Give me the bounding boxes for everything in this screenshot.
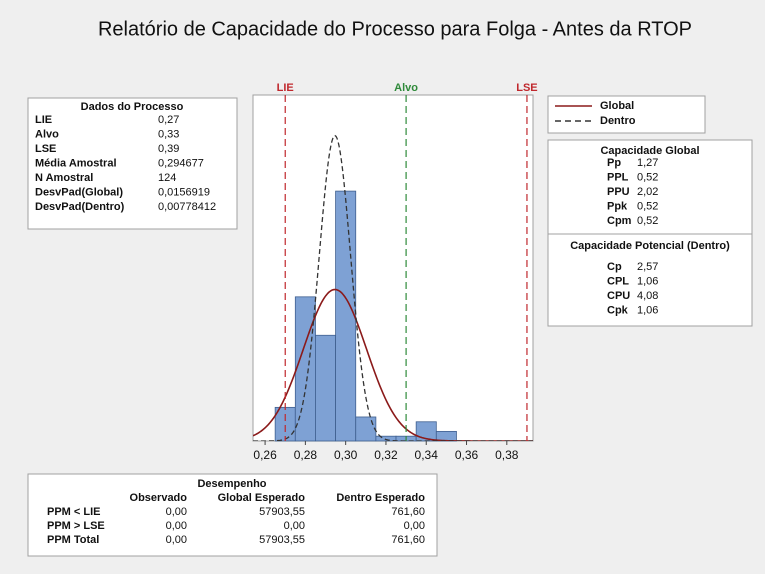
row-value: 0,52 <box>637 215 658 227</box>
panel-title: Desempenho <box>197 478 266 490</box>
row-label: PPL <box>607 171 629 183</box>
row-label: Alvo <box>35 128 59 140</box>
legend-label: Dentro <box>600 115 636 127</box>
row-label: PPM < LIE <box>47 506 101 518</box>
row-value: 761,60 <box>391 534 425 546</box>
row-value: 1,06 <box>637 304 658 316</box>
legend-label: Global <box>600 100 634 112</box>
row-value: 1,27 <box>637 157 658 169</box>
x-tick-label: 0,38 <box>495 448 519 462</box>
row-value: 761,60 <box>391 506 425 518</box>
row-value: 0,00 <box>166 520 187 532</box>
x-tick-label: 0,36 <box>455 448 479 462</box>
row-label: Cpk <box>607 304 629 316</box>
reference-label: Alvo <box>394 82 418 94</box>
panel-title: Capacidade Global <box>600 145 699 157</box>
row-value: 0,00778412 <box>158 201 216 213</box>
bar <box>355 416 377 442</box>
reference-label: LSE <box>516 82 537 94</box>
x-tick-label: 0,26 <box>253 448 277 462</box>
row-label: CPL <box>607 275 629 287</box>
row-value: 0,294677 <box>158 157 204 169</box>
row-label: Ppk <box>607 200 628 212</box>
row-value: 57903,55 <box>259 506 305 518</box>
bar <box>335 190 357 442</box>
row-value: 57903,55 <box>259 534 305 546</box>
row-label: Cp <box>607 261 622 273</box>
performance-box <box>27 473 438 557</box>
x-tick-label: 0,30 <box>334 448 358 462</box>
row-value: 2,02 <box>637 186 658 198</box>
x-tick-label: 0,34 <box>415 448 439 462</box>
row-value: 0,39 <box>158 143 179 155</box>
row-value: 0,52 <box>637 171 658 183</box>
panel-title: Capacidade Potencial (Dentro) <box>570 240 730 252</box>
row-label: LIE <box>35 114 52 126</box>
row-label: LSE <box>35 143 56 155</box>
row-label: PPM Total <box>47 534 99 546</box>
row-label: Cpm <box>607 215 632 227</box>
row-value: 0,00 <box>166 534 187 546</box>
row-label: N Amostral <box>35 172 93 184</box>
row-value: 0,52 <box>637 200 658 212</box>
x-tick-label: 0,32 <box>374 448 398 462</box>
legend-box <box>547 95 706 134</box>
row-value: 0,00 <box>284 520 305 532</box>
row-label: PPU <box>607 186 630 198</box>
row-label: Média Amostral <box>35 157 117 169</box>
row-value: 0,0156919 <box>158 186 210 198</box>
row-value: 0,27 <box>158 114 179 126</box>
x-tick-label: 0,28 <box>294 448 318 462</box>
column-header: Global Esperado <box>218 492 306 504</box>
density-curve <box>253 288 533 441</box>
column-header: Observado <box>130 492 188 504</box>
row-label: PPM > LSE <box>47 520 105 532</box>
row-value: 0,00 <box>166 506 187 518</box>
row-label: DesvPad(Global) <box>35 186 123 198</box>
capability-box <box>547 139 753 327</box>
row-label: DesvPad(Dentro) <box>35 201 125 213</box>
panel-title: Dados do Processo <box>81 101 184 113</box>
row-value: 4,08 <box>637 290 658 302</box>
row-value: 1,06 <box>637 275 658 287</box>
reference-label: LIE <box>277 82 294 94</box>
bar <box>274 406 296 442</box>
report-title: Relatório de Capacidade do Processo para… <box>98 18 692 40</box>
column-header: Dentro Esperado <box>336 492 425 504</box>
row-label: CPU <box>607 290 630 302</box>
bar <box>315 334 336 442</box>
row-label: Pp <box>607 157 621 169</box>
process-data-box <box>27 97 238 230</box>
density-curve <box>253 134 533 441</box>
row-value: 124 <box>158 172 176 184</box>
row-value: 0,00 <box>404 520 425 532</box>
row-value: 2,57 <box>637 261 658 273</box>
row-value: 0,33 <box>158 128 179 140</box>
